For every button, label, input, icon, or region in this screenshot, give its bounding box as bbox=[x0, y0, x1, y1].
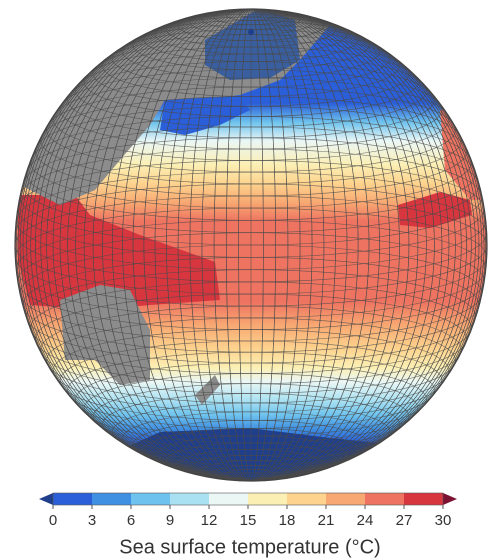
colorbar-segment bbox=[209, 493, 248, 505]
colorbar-label: Sea surface temperature (°C) bbox=[119, 536, 380, 558]
graticule bbox=[15, 9, 487, 481]
colorbar-segment bbox=[170, 493, 209, 505]
meridian bbox=[83, 9, 419, 481]
meridian bbox=[213, 9, 289, 481]
meridian bbox=[30, 9, 472, 481]
meridian bbox=[226, 9, 276, 481]
meridian bbox=[238, 9, 264, 481]
colorbar-segment bbox=[404, 493, 443, 505]
colorbar-tick-label: 9 bbox=[166, 512, 174, 529]
pole-marker bbox=[248, 29, 254, 35]
colorbar-tick-label: 18 bbox=[279, 512, 296, 529]
warm-pool-east bbox=[398, 192, 472, 228]
meridian bbox=[17, 9, 485, 481]
meridian bbox=[22, 9, 480, 481]
meridian bbox=[52, 9, 450, 481]
colorbar-tick-label: 27 bbox=[396, 512, 413, 529]
meridian bbox=[75, 9, 427, 481]
meridian bbox=[132, 9, 370, 481]
colorbar-tick-label: 0 bbox=[49, 512, 57, 529]
colorbar-segment bbox=[287, 493, 326, 505]
meridian bbox=[35, 9, 467, 481]
colorbar-tick-label: 30 bbox=[435, 512, 452, 529]
colorbar-segment bbox=[365, 493, 404, 505]
meridian bbox=[46, 9, 456, 481]
globe bbox=[15, 9, 487, 481]
colorbar-tick-label: 24 bbox=[357, 512, 374, 529]
meridian bbox=[111, 9, 391, 481]
colorbar-tick-label: 6 bbox=[127, 512, 135, 529]
meridian bbox=[102, 9, 400, 481]
meridian bbox=[59, 9, 443, 481]
globe-outline bbox=[14, 8, 488, 482]
meridian bbox=[143, 9, 359, 481]
meridian bbox=[40, 9, 462, 481]
meridian bbox=[67, 9, 435, 481]
meridian bbox=[122, 9, 380, 481]
colorbar-segment bbox=[53, 493, 92, 505]
meridian bbox=[92, 9, 410, 481]
meridian bbox=[166, 9, 336, 481]
meridian bbox=[15, 9, 487, 481]
meridian bbox=[177, 9, 325, 481]
land-new-zealand bbox=[195, 375, 220, 405]
meridian bbox=[189, 9, 313, 481]
meridian bbox=[201, 9, 301, 481]
colorbar-over bbox=[443, 493, 457, 505]
colorbar-segment bbox=[326, 493, 365, 505]
colorbar-under bbox=[39, 493, 53, 505]
colorbar-tick-label: 3 bbox=[88, 512, 96, 529]
colorbar-segment bbox=[131, 493, 170, 505]
colorbar-segment bbox=[248, 493, 287, 505]
colorbar: 0 3 6 9 12 15 18 21 24 27 30 bbox=[39, 492, 457, 529]
colorbar-tick-label: 12 bbox=[201, 512, 218, 529]
colorbar-tick-label: 21 bbox=[318, 512, 335, 529]
meridian bbox=[19, 9, 483, 481]
southern-cold bbox=[15, 428, 487, 481]
colorbar-tick-label: 15 bbox=[240, 512, 257, 529]
colorbar-segment bbox=[92, 493, 131, 505]
meridian bbox=[26, 9, 476, 481]
meridian bbox=[154, 9, 348, 481]
